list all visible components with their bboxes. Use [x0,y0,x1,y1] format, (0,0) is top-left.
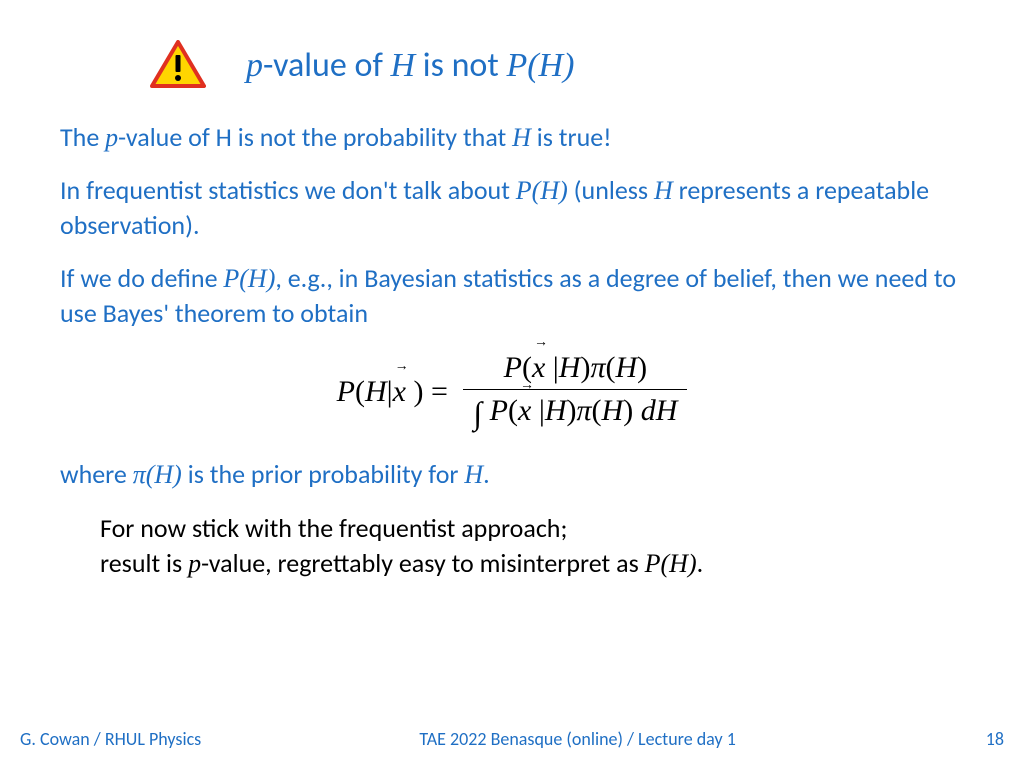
para-3: If we do define P(H), e.g., in Bayesian … [60,261,964,331]
para-1: The p-value of H is not the probability … [60,120,964,155]
slide-title: p-value of H is not P(H) [246,45,574,86]
l1-t1: The [60,121,105,153]
l4-H: H [464,460,483,489]
title-mid1: -value of [263,45,391,86]
l1-t2: -value of H is not the probability that [118,121,512,153]
l3-PH: P(H) [223,264,275,293]
l5-t1: For now stick with the frequentist appro… [100,512,567,544]
l4-t2: is the prior probability for [182,458,465,490]
footer-center: TAE 2022 Benasque (online) / Lecture day… [201,728,954,750]
l5-t2a: result is [100,547,188,579]
l5-t2c: . [697,547,704,579]
l5-t2b: -value, regrettably easy to misinterpret… [201,547,645,579]
l2-t1: In frequentist statistics we don't talk … [60,174,516,206]
title-p: p [246,47,263,84]
warning-icon [150,40,206,90]
l3-t1: If we do define [60,262,223,294]
l4-t1: where [60,458,133,490]
l1-t3: is true! [531,121,612,153]
bayes-formula: P(H|x ) = P(x |H)π(H) ∫ P(x |H)π(H) dH [60,351,964,432]
footer-page-number: 18 [954,728,1004,750]
l1-H: H [512,123,531,152]
l5-PH: P(H) [645,549,697,578]
title-row: p-value of H is not P(H) [150,40,964,90]
para-4: where π(H) is the prior probability for … [60,457,964,492]
title-H1: H [391,47,416,84]
footer-left: G. Cowan / RHUL Physics [20,728,201,750]
l2-t2: (unless [568,174,654,206]
para-2: In frequentist statistics we don't talk … [60,173,964,243]
l5-p: p [188,549,201,578]
l4-t3: . [483,458,490,490]
l2-H: H [654,176,673,205]
footer: G. Cowan / RHUL Physics TAE 2022 Benasqu… [0,728,1024,750]
title-PH: P(H) [506,47,574,84]
l1-p: p [105,123,118,152]
para-5: For now stick with the frequentist appro… [100,511,964,581]
l4-piH: π(H) [133,460,182,489]
l2-PH: P(H) [516,176,568,205]
slide: p-value of H is not P(H) The p-value of … [0,0,1024,768]
title-mid2: is not [415,45,506,86]
